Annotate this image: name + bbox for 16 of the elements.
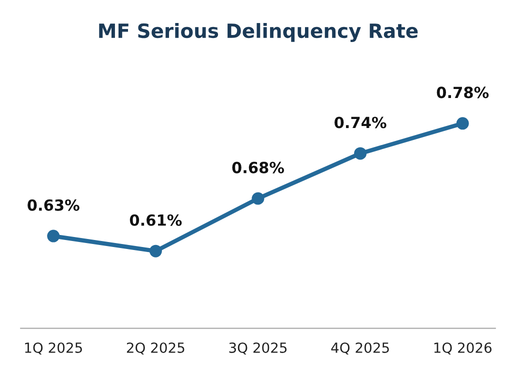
point [252,192,264,205]
point [354,147,367,160]
data-label: 0.63% [28,199,80,211]
x-tick-label: 1Q 2025 [25,342,82,355]
x-tick-label: 1Q 2026 [434,342,492,355]
data-label: 0.61% [130,214,182,226]
data-label: 0.68% [232,162,284,174]
point [149,244,162,258]
chart-title: MF Serious Delinquency Rate [99,23,418,42]
x-tick-label: 4Q 2025 [331,342,389,355]
data-label: 0.78% [436,86,489,98]
x-tick-label: 2Q 2025 [126,342,184,355]
point [456,117,469,130]
data-label: 0.74% [334,116,386,128]
point [47,230,60,242]
x-tick-label: 3Q 2025 [229,342,287,355]
